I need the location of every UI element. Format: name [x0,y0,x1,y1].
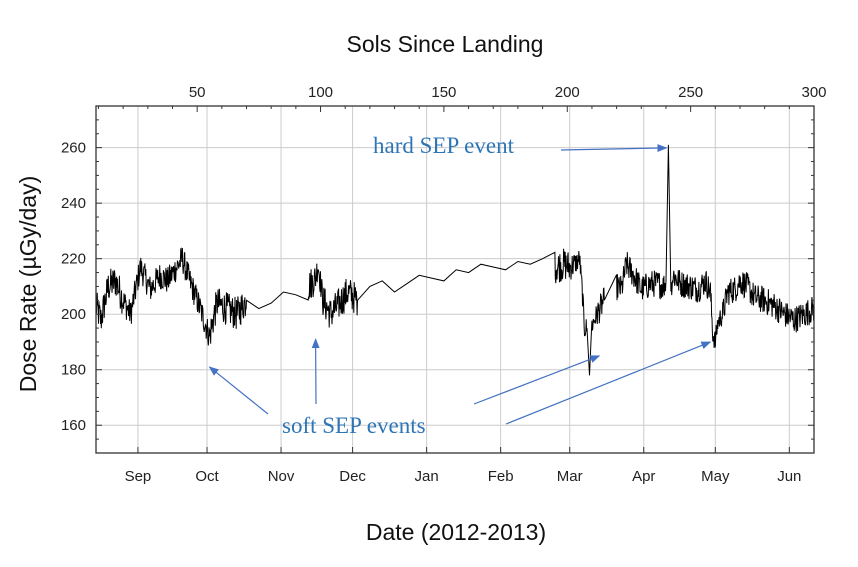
annotation-soft-sep: soft SEP events [282,413,426,438]
sol-tick-label: 300 [801,84,826,101]
month-label: Oct [195,468,219,485]
y-axis-title: Dose Rate (µGy/day) [15,176,41,393]
month-label: Dec [339,468,366,485]
sol-tick-label: 200 [555,84,580,101]
y-tick-label: 220 [61,251,86,268]
month-label: Jan [415,468,439,485]
y-tick-label: 160 [61,417,86,434]
sol-tick-label: 50 [189,84,206,101]
sol-tick-label: 150 [431,84,456,101]
y-tick-label: 200 [61,306,86,323]
annotation-arrow [208,366,269,415]
month-label: Nov [268,468,295,485]
top-axis-title: Sols Since Landing [347,31,544,57]
annotation-arrow [560,144,668,153]
month-label: Sep [125,468,152,485]
sol-tick-label: 100 [308,84,333,101]
plot-frame [95,105,815,454]
annotation-arrow [473,355,601,405]
annotation-hard-sep: hard SEP event [373,133,515,158]
annotation-arrow [505,341,712,425]
y-tick-label: 240 [61,195,86,212]
month-label: Mar [557,468,583,485]
sol-tick-label: 250 [678,84,703,101]
tick-layer [96,105,815,454]
x-axis-title: Date (2012-2013) [366,519,546,545]
y-tick-label: 260 [61,140,86,157]
series-layer [95,144,815,376]
month-label: Jun [777,468,801,485]
month-label: May [701,468,730,485]
dose-rate-series [95,144,815,376]
month-label: Apr [632,468,655,485]
label-layer: 160 180 200 220 240 260 50 100 150 200 250 300 Sep Oc… [61,84,827,485]
y-tick-label: 180 [61,362,86,379]
month-label: Feb [488,468,514,485]
annotation-layer: hard SEP event soft SEP events [208,133,712,438]
